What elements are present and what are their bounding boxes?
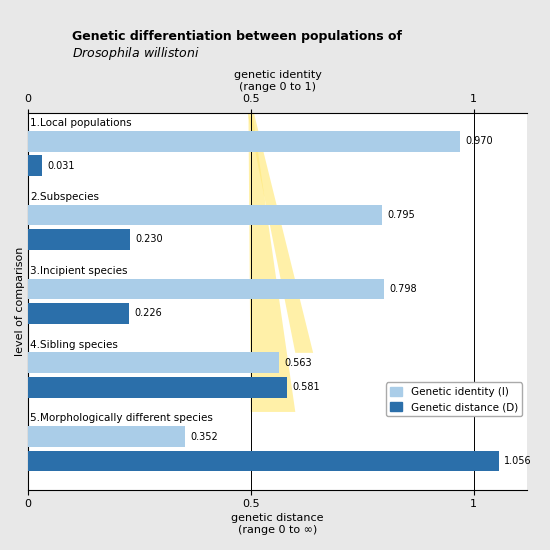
X-axis label: genetic distance
(range 0 to ∞): genetic distance (range 0 to ∞) bbox=[231, 513, 324, 535]
Polygon shape bbox=[249, 117, 295, 412]
Text: 0.226: 0.226 bbox=[134, 309, 162, 318]
Text: 1.Local populations: 1.Local populations bbox=[30, 118, 131, 128]
Legend: Genetic identity (I), Genetic distance (D): Genetic identity (I), Genetic distance (… bbox=[386, 382, 522, 416]
Bar bbox=[28, 426, 185, 447]
Text: Genetic differentiation between populations of: Genetic differentiation between populati… bbox=[72, 30, 402, 43]
Text: 0.970: 0.970 bbox=[466, 136, 493, 146]
Bar bbox=[28, 353, 279, 373]
Text: 0.795: 0.795 bbox=[388, 210, 415, 220]
Text: 3.Incipient species: 3.Incipient species bbox=[30, 266, 128, 276]
Y-axis label: level of comparison: level of comparison bbox=[15, 246, 25, 356]
Text: 4.Sibling species: 4.Sibling species bbox=[30, 339, 118, 350]
X-axis label: genetic identity
(range 0 to 1): genetic identity (range 0 to 1) bbox=[234, 70, 321, 92]
Text: 2.Subspecies: 2.Subspecies bbox=[30, 192, 99, 202]
Text: $\it{Drosophila\ willistoni}$: $\it{Drosophila\ willistoni}$ bbox=[72, 45, 199, 62]
Bar bbox=[28, 205, 382, 225]
Text: 0.352: 0.352 bbox=[190, 432, 218, 442]
Bar bbox=[28, 303, 129, 324]
Text: 5.Morphologically different species: 5.Morphologically different species bbox=[30, 414, 213, 424]
Bar bbox=[28, 451, 499, 471]
Bar bbox=[28, 279, 383, 299]
Text: 1.056: 1.056 bbox=[504, 456, 532, 466]
Text: 0.031: 0.031 bbox=[47, 161, 74, 170]
Text: 0.563: 0.563 bbox=[284, 358, 312, 368]
Text: 0.798: 0.798 bbox=[389, 284, 416, 294]
Bar bbox=[28, 155, 42, 176]
Polygon shape bbox=[248, 113, 313, 353]
Text: 0.581: 0.581 bbox=[292, 382, 320, 392]
Text: 0.230: 0.230 bbox=[136, 234, 163, 244]
Bar bbox=[28, 131, 460, 152]
Bar bbox=[28, 377, 287, 398]
Bar bbox=[28, 229, 130, 250]
